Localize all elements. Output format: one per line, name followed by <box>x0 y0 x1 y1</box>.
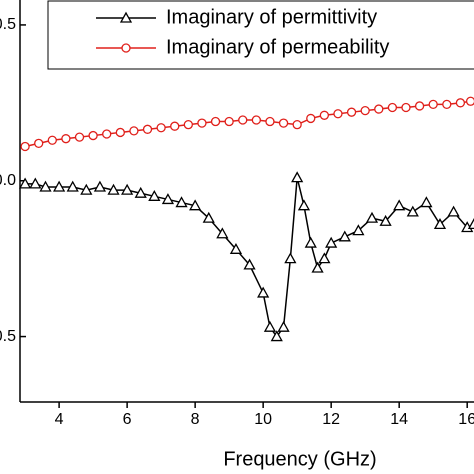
marker <box>66 180 79 192</box>
marker <box>148 189 161 201</box>
marker <box>175 196 188 208</box>
marker <box>428 99 438 110</box>
x-tick-label: 10 <box>254 411 272 428</box>
marker <box>465 96 474 106</box>
marker <box>53 180 66 192</box>
marker <box>102 129 112 139</box>
marker <box>325 236 338 248</box>
marker <box>243 258 256 270</box>
marker <box>346 107 357 117</box>
marker <box>284 252 297 264</box>
marker <box>420 196 433 208</box>
marker <box>374 104 384 114</box>
x-tick-label: 12 <box>322 411 340 428</box>
marker <box>216 227 229 239</box>
marker <box>306 113 316 124</box>
marker <box>433 218 447 230</box>
marker <box>387 102 398 113</box>
x-tick-label: 16 <box>458 411 474 428</box>
x-tick-label: 8 <box>191 411 200 428</box>
marker <box>47 135 57 145</box>
marker <box>134 186 147 198</box>
marker <box>39 180 52 192</box>
marker <box>365 211 379 223</box>
marker <box>401 102 411 113</box>
x-tick-label: 6 <box>123 411 132 428</box>
marker <box>414 101 425 111</box>
marker <box>318 252 331 264</box>
y-tick-label: 0.5 <box>0 16 16 33</box>
y-tick-label: 0.0 <box>0 172 16 189</box>
legend-box <box>47 0 474 70</box>
marker <box>360 105 370 116</box>
marker <box>210 116 221 127</box>
marker <box>29 177 42 189</box>
marker <box>142 124 153 134</box>
marker <box>277 320 290 332</box>
x-tick-label: 4 <box>55 411 64 428</box>
marker <box>93 180 107 192</box>
series-line <box>24 100 471 148</box>
marker <box>297 199 311 211</box>
marker <box>74 132 85 142</box>
marker <box>251 115 262 125</box>
marker <box>393 199 406 211</box>
y-tick-label: -0.5 <box>0 328 16 345</box>
legend-label: Imaginary of permeability <box>166 36 389 58</box>
marker <box>379 214 392 226</box>
marker <box>107 183 120 195</box>
marker <box>257 286 270 298</box>
marker <box>189 199 202 211</box>
marker <box>338 230 351 242</box>
x-tick-label: 14 <box>390 411 408 428</box>
marker <box>304 236 317 248</box>
marker <box>197 118 207 128</box>
marker <box>263 320 277 332</box>
marker <box>467 218 474 230</box>
marker <box>121 43 131 53</box>
marker <box>202 211 215 223</box>
series-line <box>25 177 474 338</box>
marker <box>183 120 193 130</box>
marker <box>238 115 248 125</box>
marker <box>129 126 139 136</box>
marker <box>34 138 44 148</box>
legend-label: Imaginary of permittivity <box>166 6 377 28</box>
marker <box>119 11 133 23</box>
marker <box>18 177 32 189</box>
marker <box>156 123 166 133</box>
marker <box>447 205 460 217</box>
marker <box>352 224 365 236</box>
marker <box>229 242 243 254</box>
marker <box>80 183 93 195</box>
marker <box>265 116 275 127</box>
marker <box>170 121 180 131</box>
marker <box>278 118 289 128</box>
marker <box>161 193 175 205</box>
marker <box>333 109 343 119</box>
marker <box>224 116 234 127</box>
marker <box>319 110 330 120</box>
marker <box>311 261 324 273</box>
marker <box>292 120 302 130</box>
marker <box>455 98 466 108</box>
marker <box>270 330 283 342</box>
marker <box>88 130 98 141</box>
marker <box>61 134 71 144</box>
x-axis-label: Frequency (GHz) <box>223 448 376 470</box>
marker <box>406 205 419 217</box>
marker <box>20 141 30 152</box>
marker <box>291 171 304 183</box>
marker <box>442 99 452 110</box>
marker <box>121 183 134 195</box>
marker <box>115 127 125 138</box>
